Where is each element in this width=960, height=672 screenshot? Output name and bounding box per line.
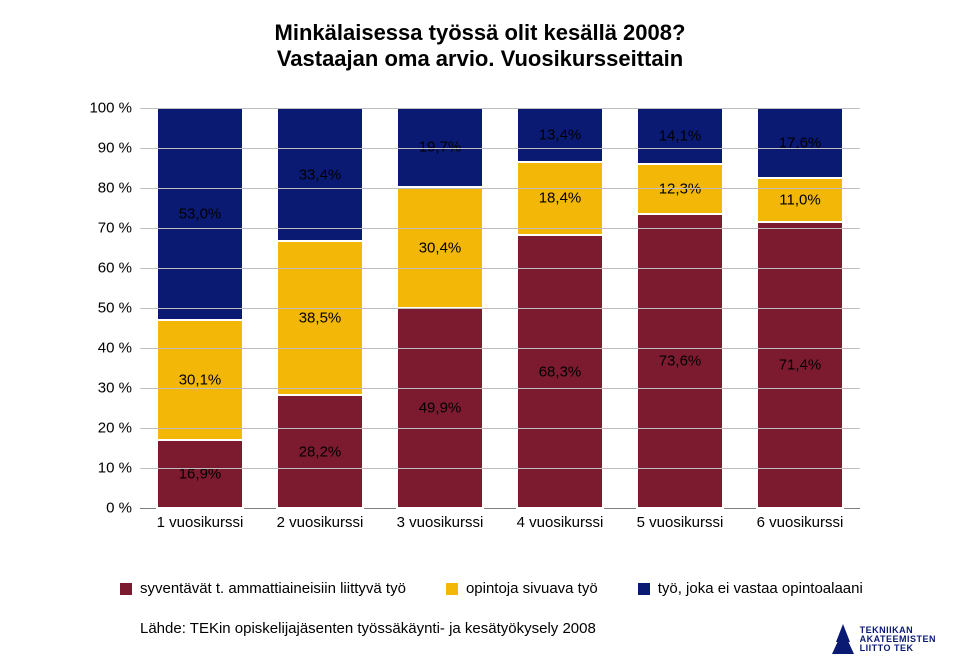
grid-line xyxy=(140,428,860,429)
grid-line xyxy=(140,228,860,229)
bar-segment: 11,0% xyxy=(757,178,843,222)
legend-label: syventävät t. ammattiaineisiin liittyvä … xyxy=(140,580,406,597)
legend-swatch-icon xyxy=(120,583,132,595)
y-axis-tick: 90 % xyxy=(62,140,132,157)
legend-label: työ, joka ei vastaa opintoalaani xyxy=(658,580,863,597)
title-line-2: Vastaajan oma arvio. Vuosikursseittain xyxy=(277,46,683,71)
legend-item: opintoja sivuava työ xyxy=(446,580,598,597)
logo: TEKNIIKAN AKATEEMISTEN LIITTO TEK xyxy=(832,624,936,654)
bar-segment: 33,4% xyxy=(277,108,363,241)
bar-value-label: 11,0% xyxy=(779,192,820,209)
plot-area: 53,0%30,1%16,9%33,4%38,5%28,2%19,7%30,4%… xyxy=(140,108,860,509)
bar-segment: 30,4% xyxy=(397,187,483,309)
bar-value-label: 49,9% xyxy=(419,400,462,417)
bar-segment: 53,0% xyxy=(157,108,243,320)
bar-segment: 71,4% xyxy=(757,222,843,508)
y-axis-tick: 40 % xyxy=(62,340,132,357)
bar-segment: 30,1% xyxy=(157,320,243,440)
bar-value-label: 53,0% xyxy=(179,206,222,223)
bar-value-label: 68,3% xyxy=(539,363,582,380)
bar-value-label: 33,4% xyxy=(299,166,342,183)
bar-segment: 16,9% xyxy=(157,440,243,508)
x-axis-label: 4 vuosikurssi xyxy=(500,514,620,531)
y-axis-tick: 60 % xyxy=(62,260,132,277)
bar-segment: 18,4% xyxy=(517,162,603,236)
source-text: Lähde: TEKin opiskelijajäsenten työssäkä… xyxy=(140,620,596,637)
legend-item: syventävät t. ammattiaineisiin liittyvä … xyxy=(120,580,406,597)
grid-line xyxy=(140,108,860,109)
bar-value-label: 73,6% xyxy=(659,352,702,369)
bar-value-label: 17,6% xyxy=(779,135,822,152)
logo-mark-icon xyxy=(832,624,854,654)
y-axis-tick: 70 % xyxy=(62,220,132,237)
bar-value-label: 18,4% xyxy=(539,190,582,207)
x-axis-label: 6 vuosikurssi xyxy=(740,514,860,531)
legend-label: opintoja sivuava työ xyxy=(466,580,598,597)
bar-value-label: 14,1% xyxy=(659,128,702,145)
y-axis-tick: 80 % xyxy=(62,180,132,197)
y-axis-tick: 10 % xyxy=(62,460,132,477)
bar-value-label: 12,3% xyxy=(659,181,702,198)
logo-text: TEKNIIKAN AKATEEMISTEN LIITTO TEK xyxy=(860,626,936,653)
bar-segment: 38,5% xyxy=(277,241,363,395)
legend: syventävät t. ammattiaineisiin liittyvä … xyxy=(120,580,863,597)
grid-line xyxy=(140,468,860,469)
slide: Minkälaisessa työssä olit kesällä 2008? … xyxy=(0,0,960,672)
grid-line xyxy=(140,148,860,149)
y-axis-tick: 100 % xyxy=(62,100,132,117)
bar-value-label: 30,4% xyxy=(419,239,462,256)
x-axis-label: 1 vuosikurssi xyxy=(140,514,260,531)
x-axis-label: 5 vuosikurssi xyxy=(620,514,740,531)
grid-line xyxy=(140,308,860,309)
y-axis-tick: 20 % xyxy=(62,420,132,437)
bar-segment: 28,2% xyxy=(277,395,363,508)
bar-segment: 14,1% xyxy=(637,108,723,164)
y-axis-tick: 30 % xyxy=(62,380,132,397)
stacked-bar-chart: 53,0%30,1%16,9%33,4%38,5%28,2%19,7%30,4%… xyxy=(60,108,880,548)
x-axis-labels: 1 vuosikurssi2 vuosikurssi3 vuosikurssi4… xyxy=(140,514,860,531)
bar-segment: 17,6% xyxy=(757,108,843,178)
bar-segment: 49,9% xyxy=(397,308,483,508)
bar-value-label: 38,5% xyxy=(299,310,342,327)
bar-value-label: 13,4% xyxy=(539,126,582,143)
bar-segment: 12,3% xyxy=(637,164,723,213)
grid-line xyxy=(140,268,860,269)
bar-segment: 73,6% xyxy=(637,214,723,508)
bar-value-label: 28,2% xyxy=(299,443,342,460)
y-axis-tick: 50 % xyxy=(62,300,132,317)
legend-swatch-icon xyxy=(638,583,650,595)
bar-segment: 13,4% xyxy=(517,108,603,162)
x-axis-label: 3 vuosikurssi xyxy=(380,514,500,531)
title-line-1: Minkälaisessa työssä olit kesällä 2008? xyxy=(275,20,686,45)
chart-title: Minkälaisessa työssä olit kesällä 2008? … xyxy=(200,20,760,73)
x-axis-label: 2 vuosikurssi xyxy=(260,514,380,531)
bar-value-label: 71,4% xyxy=(779,357,822,374)
y-axis-tick: 0 % xyxy=(62,500,132,517)
bar-value-label: 30,1% xyxy=(179,372,222,389)
grid-line xyxy=(140,188,860,189)
legend-item: työ, joka ei vastaa opintoalaani xyxy=(638,580,863,597)
logo-line-3: LIITTO TEK xyxy=(860,644,936,653)
grid-line xyxy=(140,388,860,389)
grid-line xyxy=(140,348,860,349)
legend-swatch-icon xyxy=(446,583,458,595)
